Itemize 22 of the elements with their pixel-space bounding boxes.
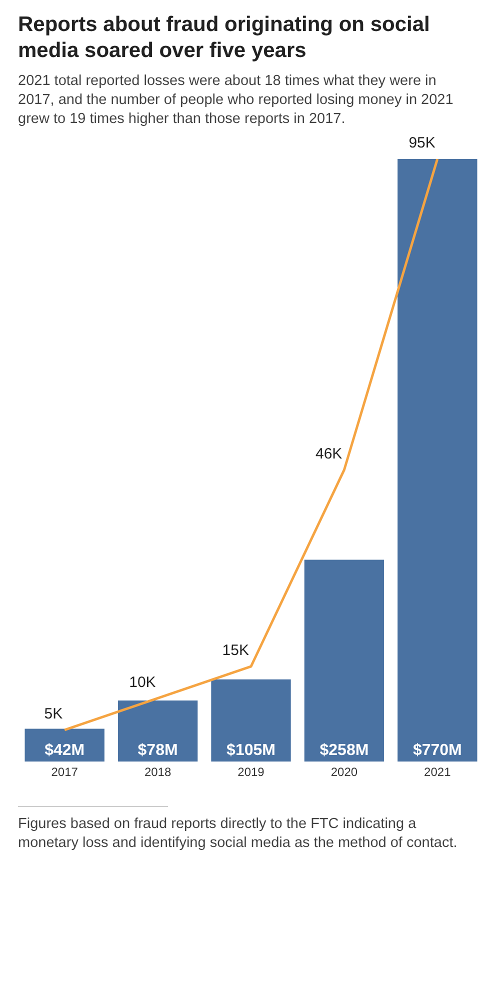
bar xyxy=(304,560,384,762)
x-tick-label: 2019 xyxy=(238,765,265,780)
data-label: $105M xyxy=(226,742,276,760)
data-label: $770M xyxy=(412,742,462,760)
data-label: 46K xyxy=(315,445,342,462)
data-label: 10K xyxy=(129,674,156,691)
data-label: 15K xyxy=(222,642,249,660)
x-tick-label: 2021 xyxy=(424,765,452,780)
data-label: 5K xyxy=(44,706,63,723)
data-label: $78M xyxy=(138,742,178,760)
data-label: 95K xyxy=(408,134,436,152)
data-label: $258M xyxy=(320,742,369,760)
bar xyxy=(398,159,478,762)
x-tick-label: 2018 xyxy=(144,765,172,780)
x-tick-label: 2020 xyxy=(330,765,358,780)
chart-title: Reports about fraud originating on social media soared over five years xyxy=(18,12,431,64)
x-tick-label: 2017 xyxy=(51,765,78,780)
bar xyxy=(211,679,291,762)
bar xyxy=(118,700,198,762)
data-label: $42M xyxy=(44,742,85,760)
chart-subtitle: 2021 total reported losses were about 18 times what they were in 2017, and the number of people who reported losing money in 2021 grew to 19 times higher than those reports in 2017. xyxy=(18,72,454,129)
text: Figures based on fraud reports directly to the FTC indicating a monetary loss and identifying social media as the method of contact. xyxy=(18,815,458,853)
